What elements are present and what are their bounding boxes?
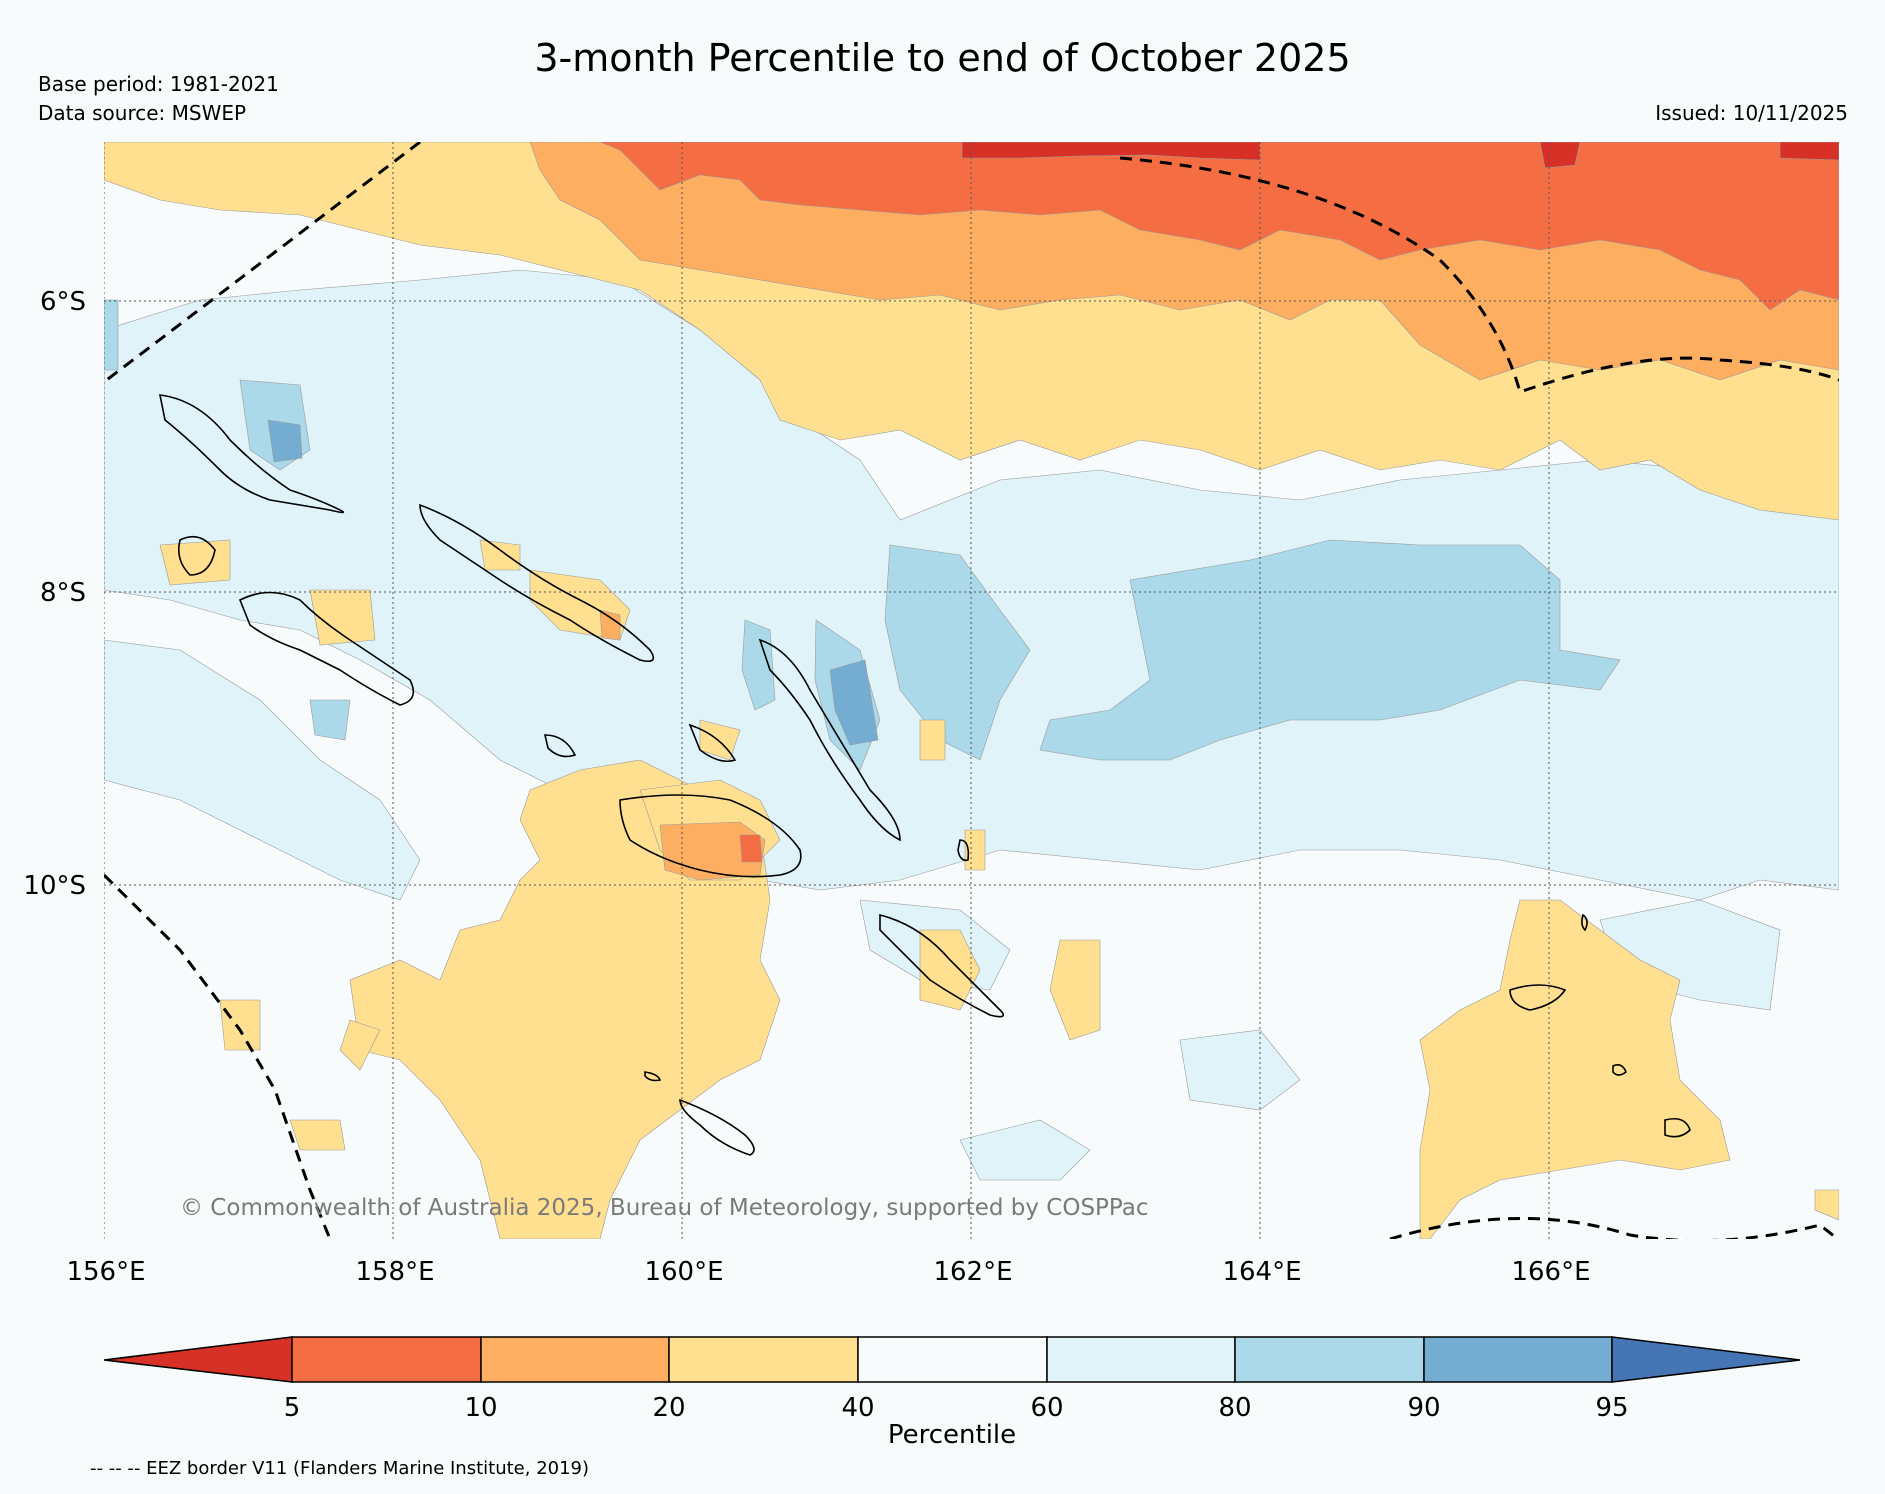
shade-10-20 [599, 609, 621, 641]
graticule [104, 142, 1839, 1239]
shade-90-95 [829, 659, 879, 746]
shade-80-90 [884, 544, 1031, 761]
colorbar-segment-20-40 [668, 1336, 859, 1383]
coastline-small-island [644, 1071, 662, 1082]
shade-60-80 [1179, 1029, 1301, 1111]
lon-label-164e: 164°E [1222, 1257, 1301, 1287]
colorbar-tick-label: 80 [1218, 1393, 1251, 1423]
shade-80-90 [104, 299, 119, 371]
shade-below-5 [1539, 142, 1581, 169]
coastline-vella-lavella [177, 535, 216, 576]
coastline-malaita [879, 913, 1005, 1018]
coastline-vanikoro [1664, 1117, 1691, 1138]
shade-90-95 [267, 419, 303, 463]
shade-20-40 [289, 1119, 346, 1151]
shade-60-80 [104, 639, 421, 901]
lon-label-160e: 160°E [644, 1257, 723, 1287]
coastline-makira [679, 1098, 755, 1156]
shade-60-80 [959, 1119, 1091, 1181]
shade-20-40 [964, 829, 986, 871]
colorbar-segment-above-95 [1611, 1336, 1801, 1383]
coastline-small-island [1581, 913, 1588, 932]
eez-border-line [1389, 1217, 1839, 1239]
shade-below-5 [1779, 142, 1839, 161]
lat-labels: 6°S 8°S 10°S [23, 287, 86, 901]
colorbar-segment-80-90 [1234, 1336, 1425, 1383]
shade-20-40 [919, 719, 946, 761]
eez-legend-note: -- -- -- EEZ border V11 (Flanders Marine… [90, 1458, 590, 1479]
shade-5-10 [599, 142, 1839, 311]
lon-label-166e: 166°E [1511, 1257, 1590, 1287]
colorbar-ticks: 5 10 20 40 60 80 90 95 Percentile [284, 1393, 1629, 1450]
shade-20-40 [1814, 1189, 1839, 1221]
lon-label-158e: 158°E [355, 1257, 434, 1287]
colorbar-segment-60-80 [1046, 1336, 1236, 1383]
lon-label-156e: 156°E [66, 1257, 145, 1287]
shade-80-90 [1039, 539, 1621, 761]
coastline-small-island [957, 839, 970, 862]
data-source-label: Data source: MSWEP [38, 101, 247, 125]
coastlines [158, 394, 1691, 1156]
coastline-new-georgia [238, 591, 415, 706]
shade-20-40 [349, 759, 781, 1239]
coastline-santa-cruz [1509, 984, 1567, 1011]
colorbar-segment-5-10 [291, 1336, 482, 1383]
lat-label-6s: 6°S [40, 287, 86, 317]
colorbar-tick-label: 5 [284, 1393, 301, 1423]
colorbar [103, 1336, 1801, 1383]
colorbar-tick-label: 10 [464, 1393, 497, 1423]
shade-20-40 [309, 589, 376, 646]
shade-20-40 [1049, 939, 1101, 1041]
colorbar-tick-label: 95 [1595, 1393, 1628, 1423]
shade-20-40 [699, 719, 741, 761]
eez-border-line [1119, 156, 1839, 394]
shade-20-40 [479, 539, 521, 571]
lon-label-162e: 162°E [933, 1257, 1012, 1287]
colorbar-title: Percentile [888, 1420, 1016, 1450]
coastline-guadalcanal [619, 794, 802, 878]
shade-80-90 [309, 699, 351, 741]
lat-label-10s: 10°S [23, 871, 86, 901]
colorbar-segment-90-95 [1423, 1336, 1613, 1383]
shade-5-10 [739, 834, 763, 863]
colorbar-tick-label: 40 [841, 1393, 874, 1423]
coastline-nggela [688, 723, 737, 763]
copyright-notice: © Commonwealth of Australia 2025, Bureau… [180, 1195, 1149, 1221]
shade-20-40 [219, 999, 261, 1051]
lat-label-8s: 8°S [40, 578, 86, 608]
lon-labels: 156°E 158°E 160°E 162°E 164°E 166°E [66, 1257, 1590, 1287]
coastline-isabel [758, 638, 901, 842]
base-period-label: Base period: 1981-2021 [38, 72, 279, 96]
colorbar-tick-label: 20 [652, 1393, 685, 1423]
coastline-small-island [1612, 1064, 1627, 1076]
colorbar-segment-10-20 [480, 1336, 670, 1383]
map-title: 3-month Percentile to end of October 202… [534, 36, 1351, 80]
shade-20-40 [159, 539, 231, 586]
issued-date-label: Issued: 10/11/2025 [1655, 101, 1848, 125]
shade-20-40 [339, 1019, 381, 1071]
colorbar-segment-below-5 [103, 1336, 293, 1383]
shade-20-40 [919, 929, 981, 1011]
eez-border-line [104, 873, 332, 1239]
eez-borders [104, 142, 1839, 1239]
coastline-bougainville [158, 394, 345, 514]
coastline-choiseul [419, 503, 655, 663]
shade-20-40 [1419, 899, 1731, 1239]
map-area [104, 142, 1839, 1239]
colorbar-segment-40-60 [857, 1336, 1048, 1383]
eez-border-line [104, 142, 421, 384]
colorbar-tick-label: 60 [1030, 1393, 1063, 1423]
coastline-small-island [543, 734, 577, 758]
percentile-shading [104, 142, 1839, 1239]
colorbar-tick-label: 90 [1407, 1393, 1440, 1423]
